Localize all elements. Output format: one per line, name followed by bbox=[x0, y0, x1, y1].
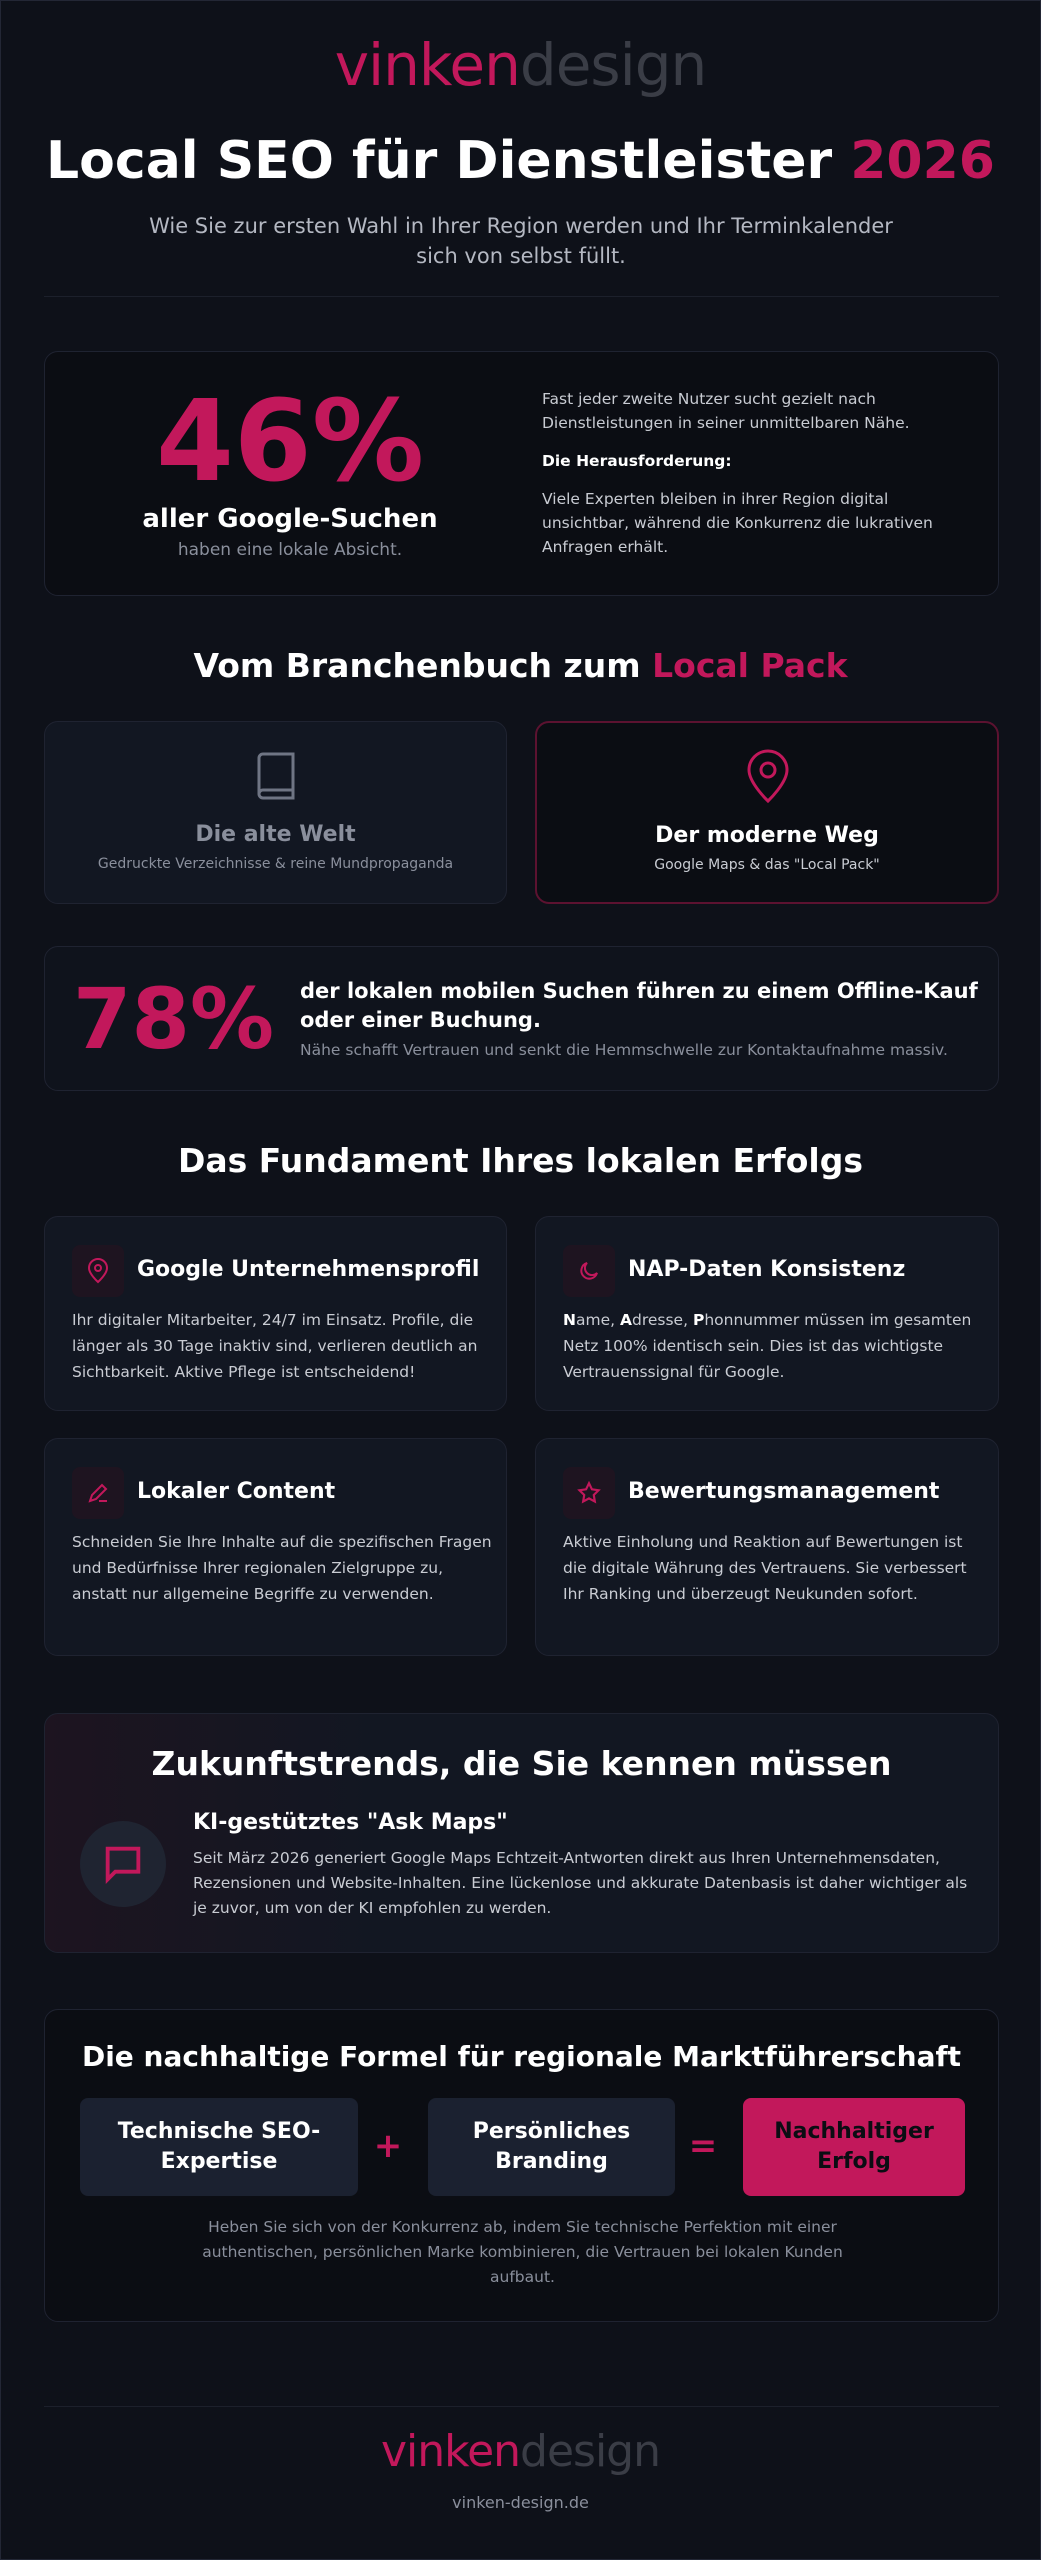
footer-url[interactable]: vinken-design.de bbox=[452, 2493, 589, 2512]
map-pin-icon bbox=[72, 1245, 124, 1297]
book-icon bbox=[251, 750, 301, 804]
feature-body-google-profile: Ihr digitaler Mitarbeiter, 24/7 im Einsa… bbox=[72, 1311, 478, 1381]
stat-text-2: Viele Experten bleiben in ihrer Region d… bbox=[542, 490, 933, 556]
trends-title: Zukunftstrends, die Sie kennen müssen bbox=[151, 1744, 892, 1783]
old-world-title: Die alte Welt bbox=[195, 822, 356, 847]
footer-logo-part-vinken: vinken bbox=[381, 2426, 521, 2477]
trend-item-title: KI-gestütztes "Ask Maps" bbox=[193, 1810, 508, 1835]
modern-way-card: Der moderne Weg Google Maps & das "Local… bbox=[535, 721, 999, 904]
challenge-title: Die Herausforderung: bbox=[542, 452, 732, 470]
page-title-year: 2026 bbox=[850, 131, 995, 191]
feature-card-google-profile: Google Unternehmensprofil Ihr digitaler … bbox=[44, 1216, 507, 1411]
feature-body-nap: Name, Adresse, Phonnummer müssen im gesa… bbox=[563, 1307, 983, 1385]
star-icon bbox=[563, 1467, 615, 1519]
feature-body-local-content: Schneiden Sie Ihre Inhalte auf die spezi… bbox=[72, 1533, 492, 1603]
formula-box-result: Nachhaltiger Erfolg bbox=[743, 2098, 965, 2196]
formula-plus: + bbox=[373, 2126, 403, 2166]
feature-body-reviews: Aktive Einholung und Reaktion auf Bewert… bbox=[563, 1533, 967, 1603]
formula-title: Die nachhaltige Formel für regionale Mar… bbox=[81, 2040, 962, 2073]
formula-body: Heben Sie sich von der Konkurrenz ab, in… bbox=[202, 2218, 843, 2286]
old-world-card: Die alte Welt Gedruckte Verzeichnisse & … bbox=[44, 721, 507, 904]
footer-divider bbox=[44, 2406, 999, 2407]
stat-card-46: 46% aller Google-Suchen haben eine lokal… bbox=[44, 351, 999, 596]
feature-card-reviews: Bewertungsmanagement Aktive Einholung un… bbox=[535, 1438, 999, 1656]
modern-way-title: Der moderne Weg bbox=[655, 823, 879, 848]
section-title-fundament: Das Fundament Ihres lokalen Erfolgs bbox=[178, 1141, 863, 1180]
trend-item-body: Seit März 2026 generiert Google Maps Ech… bbox=[193, 1849, 968, 1917]
chat-icon bbox=[80, 1821, 166, 1907]
section-title-main: Vom Branchenbuch zum bbox=[193, 646, 641, 685]
feature-title-google-profile: Google Unternehmensprofil bbox=[137, 1257, 480, 1282]
footer-logo-part-design: design bbox=[520, 2426, 661, 2477]
stat-sub: haben eine lokale Absicht. bbox=[177, 540, 403, 560]
formula-box-branding: Persönliches Branding bbox=[428, 2098, 675, 2196]
page-subtitle: Wie Sie zur ersten Wahl in Ihrer Region … bbox=[149, 214, 893, 268]
page-title-main: Local SEO für Dienstleister bbox=[46, 131, 833, 191]
map-pin-icon bbox=[743, 749, 793, 805]
formula-card: Die nachhaltige Formel für regionale Mar… bbox=[44, 2009, 999, 2322]
nap-text-1: ame, bbox=[575, 1311, 620, 1329]
nap-text-2: dresse, bbox=[631, 1311, 693, 1329]
nap-text-3: honnummer müssen im gesamten Netz 100% i… bbox=[563, 1311, 972, 1381]
footer-logo[interactable]: vinkendesign bbox=[1, 2426, 1040, 2477]
stat-value-46: 46% bbox=[155, 377, 425, 507]
stat-text-78: der lokalen mobilen Suchen führen zu ein… bbox=[300, 979, 978, 1032]
stat-card-78: 78% der lokalen mobilen Suchen führen zu… bbox=[44, 946, 999, 1091]
feature-title-reviews: Bewertungsmanagement bbox=[628, 1479, 940, 1504]
stat-label: aller Google-Suchen bbox=[142, 504, 438, 534]
stat-sub-78: Nähe schafft Vertrauen und senkt die Hem… bbox=[300, 1041, 948, 1059]
feature-title-nap: NAP-Daten Konsistenz bbox=[628, 1257, 906, 1282]
nap-letter-n: N bbox=[563, 1311, 576, 1329]
nap-letter-p: P bbox=[692, 1311, 705, 1329]
logo-part-design: design bbox=[519, 31, 707, 99]
modern-way-sub: Google Maps & das "Local Pack" bbox=[654, 857, 880, 873]
trends-card: Zukunftstrends, die Sie kennen müssen KI… bbox=[44, 1713, 999, 1953]
pencil-icon bbox=[72, 1467, 124, 1519]
logo-part-vinken: vinken bbox=[334, 31, 521, 99]
divider bbox=[44, 296, 999, 297]
page-title: Local SEO für Dienstleister 2026 bbox=[1, 131, 1040, 191]
formula-equals: = bbox=[688, 2126, 718, 2166]
feature-title-local-content: Lokaler Content bbox=[137, 1479, 336, 1504]
stat-value-78: 78% bbox=[73, 970, 275, 1068]
moon-icon bbox=[563, 1245, 615, 1297]
old-world-sub: Gedruckte Verzeichnisse & reine Mundprop… bbox=[97, 856, 454, 872]
nap-letter-a: A bbox=[619, 1311, 632, 1329]
header-logo[interactable]: vinkendesign bbox=[1, 31, 1040, 99]
section-title-local-pack: Vom Branchenbuch zum Local Pack bbox=[1, 646, 1040, 685]
formula-box-technical: Technische SEO-Expertise bbox=[80, 2098, 358, 2196]
feature-card-local-content: Lokaler Content Schneiden Sie Ihre Inhal… bbox=[44, 1438, 507, 1656]
feature-card-nap: NAP-Daten Konsistenz Name, Adresse, Phon… bbox=[535, 1216, 999, 1411]
stat-text-1: Fast jeder zweite Nutzer sucht gezielt n… bbox=[542, 390, 910, 432]
section-title-accent: Local Pack bbox=[652, 646, 848, 685]
